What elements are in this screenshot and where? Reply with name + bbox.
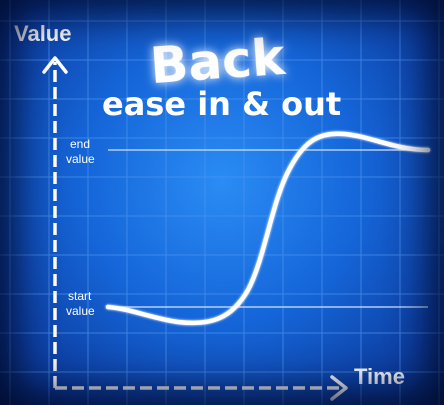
end-value-label-line1: end (70, 137, 90, 151)
end-value-label-line2: value (66, 152, 95, 166)
easing-curve (105, 131, 431, 326)
y-axis-arrow-icon (42, 56, 68, 74)
y-axis-label: Value (14, 21, 71, 46)
x-axis-label: Time (354, 364, 405, 389)
x-axis-arrow-icon (330, 375, 348, 401)
start-value-label-line2: value (66, 304, 95, 318)
page-subtitle: ease in & out (102, 85, 341, 123)
start-value-label-line1: start (68, 289, 92, 303)
page-title: Back (148, 28, 288, 95)
